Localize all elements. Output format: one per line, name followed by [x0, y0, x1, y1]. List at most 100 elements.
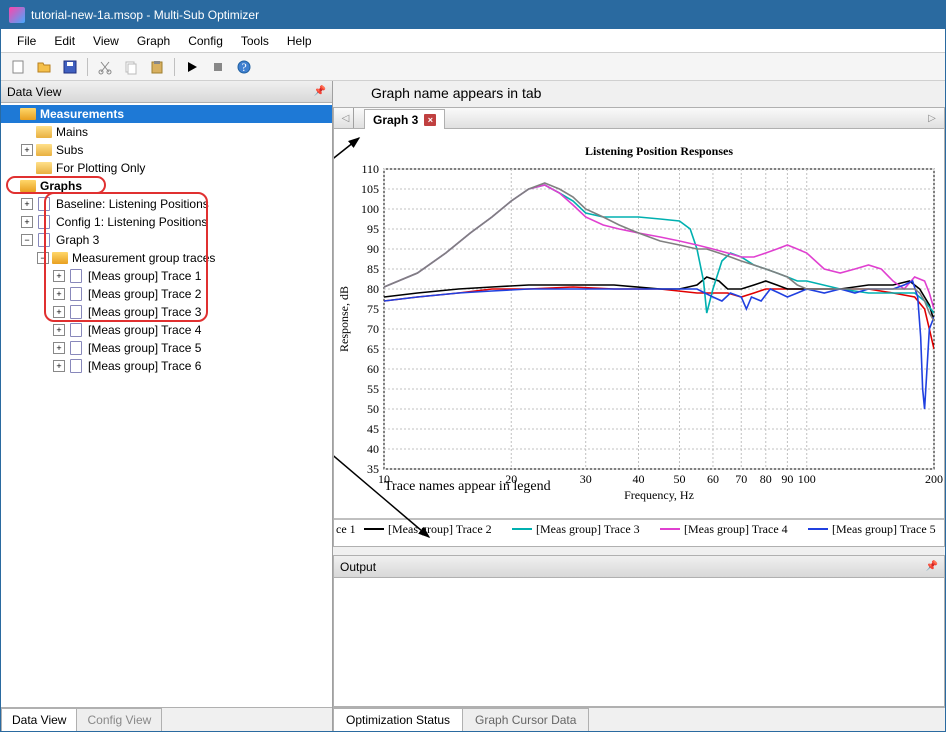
- tree-trace6[interactable]: [Meas group] Trace 6: [88, 359, 201, 373]
- svg-text:100: 100: [361, 202, 379, 216]
- svg-text:50: 50: [367, 402, 379, 416]
- tree-trace1[interactable]: [Meas group] Trace 1: [88, 269, 201, 283]
- menu-tools[interactable]: Tools: [233, 31, 277, 51]
- data-view-header: Data View 📌: [1, 81, 332, 103]
- menu-help[interactable]: Help: [279, 31, 320, 51]
- tree-config1[interactable]: Config 1: Listening Positions: [56, 215, 207, 229]
- svg-text:Listening Position Responses: Listening Position Responses: [585, 144, 733, 158]
- svg-text:40: 40: [367, 442, 379, 456]
- tree-trace3[interactable]: [Meas group] Trace 3: [88, 305, 201, 319]
- menubar: File Edit View Graph Config Tools Help: [1, 29, 945, 53]
- expand-icon[interactable]: +: [21, 144, 33, 156]
- svg-text:65: 65: [367, 342, 379, 356]
- tab-nav-right[interactable]: ▷: [924, 108, 940, 128]
- left-panel: Data View 📌 Measurements Mains + Subs For…: [1, 81, 333, 731]
- svg-text:70: 70: [735, 472, 747, 486]
- svg-text:85: 85: [367, 262, 379, 276]
- run-button[interactable]: [181, 56, 203, 78]
- tree-graphs[interactable]: Graphs: [40, 179, 82, 193]
- tree-trace5[interactable]: [Meas group] Trace 5: [88, 341, 201, 355]
- expand-icon[interactable]: +: [53, 324, 65, 336]
- svg-text:ce 1: ce 1: [336, 522, 356, 536]
- tab-opt-status[interactable]: Optimization Status: [333, 708, 463, 731]
- tree-trace2[interactable]: [Meas group] Trace 2: [88, 287, 201, 301]
- annotation-area: Graph name appears in tab: [333, 81, 945, 107]
- tree-subs[interactable]: Subs: [56, 143, 83, 157]
- tree-graph3[interactable]: Graph 3: [56, 233, 99, 247]
- toolbar: ?: [1, 53, 945, 81]
- cut-button[interactable]: [94, 56, 116, 78]
- menu-config[interactable]: Config: [180, 31, 231, 51]
- tree-trace4[interactable]: [Meas group] Trace 4: [88, 323, 201, 337]
- pin-icon[interactable]: 📌: [926, 561, 938, 572]
- copy-button[interactable]: [120, 56, 142, 78]
- svg-text:?: ?: [241, 60, 246, 74]
- tree-mains[interactable]: Mains: [56, 125, 88, 139]
- tab-data-view[interactable]: Data View: [1, 708, 77, 731]
- data-view-title: Data View: [7, 85, 61, 99]
- annotation-mid: Trace names appear in legend: [384, 479, 551, 495]
- svg-text:[Meas group] Trace 4: [Meas group] Trace 4: [684, 522, 788, 536]
- expand-icon[interactable]: +: [53, 288, 65, 300]
- help-button[interactable]: ?: [233, 56, 255, 78]
- menu-edit[interactable]: Edit: [46, 31, 83, 51]
- svg-text:45: 45: [367, 422, 379, 436]
- expand-icon[interactable]: +: [21, 198, 33, 210]
- svg-text:80: 80: [367, 282, 379, 296]
- svg-text:30: 30: [580, 472, 592, 486]
- tree-mgroup[interactable]: Measurement group traces: [72, 251, 215, 265]
- open-button[interactable]: [33, 56, 55, 78]
- stop-button[interactable]: [207, 56, 229, 78]
- svg-text:75: 75: [367, 302, 379, 316]
- pin-icon[interactable]: 📌: [314, 86, 326, 97]
- output-title: Output: [340, 560, 376, 574]
- graph-tabstrip: ◁ Graph 3 × ▷: [333, 107, 945, 129]
- svg-text:Response, dB: Response, dB: [337, 286, 351, 352]
- expand-icon[interactable]: +: [53, 342, 65, 354]
- right-panel: Graph name appears in tab ◁ Graph 3 × ▷ …: [333, 81, 945, 731]
- menu-view[interactable]: View: [85, 31, 127, 51]
- close-icon[interactable]: ×: [424, 114, 436, 126]
- window-title: tutorial-new-1a.msop - Multi-Sub Optimiz…: [31, 8, 259, 22]
- svg-text:Frequency, Hz: Frequency, Hz: [624, 488, 694, 502]
- chart-area: Listening Position Responses354045505560…: [333, 129, 945, 547]
- expand-icon[interactable]: +: [53, 306, 65, 318]
- svg-text:55: 55: [367, 382, 379, 396]
- menu-graph[interactable]: Graph: [129, 31, 178, 51]
- right-bottom-tabs: Optimization Status Graph Cursor Data: [333, 707, 945, 731]
- tree-measurements[interactable]: Measurements: [40, 107, 124, 121]
- app-icon: [9, 7, 25, 23]
- graph-tab[interactable]: Graph 3 ×: [364, 109, 445, 129]
- svg-text:[Meas group] Trace 5: [Meas group] Trace 5: [832, 522, 936, 536]
- svg-text:90: 90: [781, 472, 793, 486]
- collapse-icon[interactable]: −: [37, 252, 49, 264]
- svg-text:200: 200: [925, 472, 943, 486]
- new-button[interactable]: [7, 56, 29, 78]
- titlebar: tutorial-new-1a.msop - Multi-Sub Optimiz…: [1, 1, 945, 29]
- svg-text:[Meas group] Trace 2: [Meas group] Trace 2: [388, 522, 492, 536]
- tree-view[interactable]: Measurements Mains + Subs For Plotting On…: [1, 103, 332, 707]
- svg-text:90: 90: [367, 242, 379, 256]
- svg-text:60: 60: [707, 472, 719, 486]
- collapse-icon[interactable]: −: [21, 234, 33, 246]
- svg-text:110: 110: [361, 162, 379, 176]
- output-body: [334, 578, 944, 706]
- tab-config-view[interactable]: Config View: [76, 708, 162, 731]
- svg-text:100: 100: [798, 472, 816, 486]
- expand-icon[interactable]: +: [21, 216, 33, 228]
- menu-file[interactable]: File: [9, 31, 44, 51]
- output-panel: Output 📌: [333, 555, 945, 707]
- svg-text:70: 70: [367, 322, 379, 336]
- svg-text:[Meas group] Trace 3: [Meas group] Trace 3: [536, 522, 640, 536]
- tab-nav-left[interactable]: ◁: [338, 108, 354, 128]
- main-area: Data View 📌 Measurements Mains + Subs For…: [1, 81, 945, 731]
- expand-icon[interactable]: +: [53, 360, 65, 372]
- tab-cursor-data[interactable]: Graph Cursor Data: [462, 708, 589, 731]
- tree-baseline[interactable]: Baseline: Listening Positions: [56, 197, 209, 211]
- annotation-top: Graph name appears in tab: [371, 85, 541, 101]
- save-button[interactable]: [59, 56, 81, 78]
- expand-icon[interactable]: +: [53, 270, 65, 282]
- svg-text:60: 60: [367, 362, 379, 376]
- paste-button[interactable]: [146, 56, 168, 78]
- tree-plotting[interactable]: For Plotting Only: [56, 161, 145, 175]
